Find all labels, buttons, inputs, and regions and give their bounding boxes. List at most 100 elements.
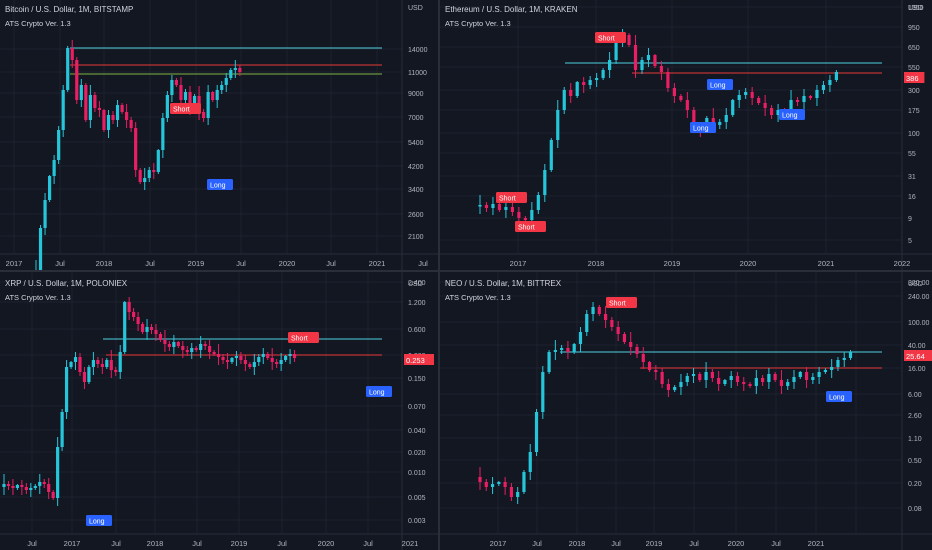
candle-body xyxy=(673,387,677,390)
pane-separator-horizontal[interactable] xyxy=(0,270,932,272)
candle-body xyxy=(585,314,589,332)
candle-body xyxy=(666,72,670,88)
long-signal-tag xyxy=(826,391,852,402)
candle-body xyxy=(129,120,133,128)
candle-body xyxy=(735,376,740,382)
chart-btc[interactable]: Short Long Bitcoin / U.S. Dollar, 1M, BITS… xyxy=(0,0,438,270)
pane-separator-vertical[interactable] xyxy=(438,0,440,550)
short-signal-label: Short xyxy=(598,36,615,43)
indicator-name: ATS Crypto Ver. 1.3 xyxy=(5,19,71,28)
candle-body xyxy=(528,452,532,472)
price-tick-label: 240.00 xyxy=(908,294,930,301)
candle-body xyxy=(510,207,514,212)
time-tick-label: 2017 xyxy=(490,539,507,548)
candle-body xyxy=(252,362,256,367)
long-signal-label: Long xyxy=(369,390,385,397)
price-tick-label: 2.60 xyxy=(908,413,922,420)
pane-btc[interactable]: Short Long Bitcoin / U.S. Dollar, 1M, BITS… xyxy=(0,0,438,270)
candle-body xyxy=(569,90,573,96)
short-signal-tag xyxy=(595,32,626,43)
time-tick-label: 2019 xyxy=(646,539,663,548)
candle-body xyxy=(111,115,115,120)
candle-body xyxy=(560,348,564,350)
candle-body xyxy=(622,334,627,342)
candle-body xyxy=(748,384,752,386)
candle-body xyxy=(842,358,846,360)
pane-xrp[interactable]: Short Long Long XRP / U.S. Dollar, 1M, POLO… xyxy=(0,272,438,550)
time-tick-label: 2021 xyxy=(818,259,835,268)
candle-body xyxy=(127,302,131,312)
candle-body xyxy=(70,48,74,60)
chart-eth[interactable]: Short Short Short Long Long Long Ethereum / U.… xyxy=(440,0,932,270)
candle-body xyxy=(120,105,124,112)
time-tick-label: 2020 xyxy=(728,539,745,548)
time-tick-label: 2021 xyxy=(808,539,825,548)
chart-xrp[interactable]: Short Long Long XRP / U.S. Dollar, 1M, POLO… xyxy=(0,272,438,550)
candle-body xyxy=(206,92,210,118)
candle-body xyxy=(33,486,37,488)
candle-body xyxy=(792,377,796,382)
candle-body xyxy=(601,70,605,78)
candle-body xyxy=(478,477,482,482)
price-tick-label: 550 xyxy=(908,65,920,72)
candle-body xyxy=(522,472,526,492)
candle-body xyxy=(29,488,33,490)
candle-body xyxy=(836,360,840,367)
candle-body xyxy=(724,115,728,122)
price-tick-label: 31 xyxy=(908,174,916,181)
time-tick-label: 2017 xyxy=(64,539,81,548)
last-price-tag xyxy=(404,354,434,365)
time-tick-label: Jul xyxy=(145,259,155,268)
price-tick-label: 100.00 xyxy=(908,320,930,327)
candle-body xyxy=(163,340,167,344)
price-tick-label: 0.08 xyxy=(908,506,922,513)
candle-body xyxy=(497,482,501,484)
candle-body xyxy=(653,55,657,66)
chart-title: NEO / U.S. Dollar, 1M, BITTREX xyxy=(445,279,562,288)
candle-body xyxy=(635,347,639,354)
price-tick-label: 320.00 xyxy=(908,280,930,287)
candle-body xyxy=(61,90,65,130)
candle-body xyxy=(224,78,228,85)
candle-body xyxy=(51,492,55,498)
pane-neo[interactable]: Short Long NEO / U.S. Dollar, 1M, BITTREX A… xyxy=(440,272,932,550)
price-tick-label: 2.400 xyxy=(408,280,426,287)
price-tick-label: 0.010 xyxy=(408,470,426,477)
candle-body xyxy=(239,356,243,360)
price-tick-label: 0.040 xyxy=(408,428,426,435)
candle-body xyxy=(188,92,192,108)
short-signal-label: Short xyxy=(173,107,190,114)
candle-body xyxy=(275,362,279,364)
candle-body xyxy=(57,130,61,160)
candle-body xyxy=(93,95,97,108)
candle-body xyxy=(711,118,715,125)
long-signal-label: Long xyxy=(710,83,726,90)
price-tick-label: 175 xyxy=(908,108,920,115)
candle-body xyxy=(75,60,79,100)
candle-body xyxy=(225,360,230,362)
price-tick-label: 100 xyxy=(908,131,920,138)
long-signal-tag xyxy=(690,122,716,133)
chart-neo[interactable]: Short Long NEO / U.S. Dollar, 1M, BITTREX A… xyxy=(440,272,932,550)
time-tick-label: Jul xyxy=(55,259,65,268)
long-signal-label: Long xyxy=(782,113,798,120)
candle-body xyxy=(266,354,270,358)
price-axis-currency: USD xyxy=(908,5,923,12)
candle-body xyxy=(47,484,51,492)
candle-body xyxy=(659,66,664,72)
indicator-name: ATS Crypto Ver. 1.3 xyxy=(445,19,511,28)
candle-body xyxy=(96,360,100,364)
pane-eth[interactable]: Short Short Short Long Long Long Ethereum / U.… xyxy=(440,0,932,270)
time-tick-label: 2021 xyxy=(369,259,386,268)
candle-body xyxy=(78,357,82,372)
candle-body xyxy=(604,314,608,320)
candle-body xyxy=(491,204,495,208)
long-signal-tag xyxy=(707,79,733,90)
time-tick-label: 2020 xyxy=(740,259,757,268)
price-tick-label: 0.005 xyxy=(408,495,426,502)
candle-body xyxy=(88,95,92,120)
candle-body xyxy=(509,487,513,497)
price-tick-label: 1350 xyxy=(908,5,924,12)
candle-body xyxy=(52,160,56,176)
time-tick-label: 2020 xyxy=(318,539,335,548)
